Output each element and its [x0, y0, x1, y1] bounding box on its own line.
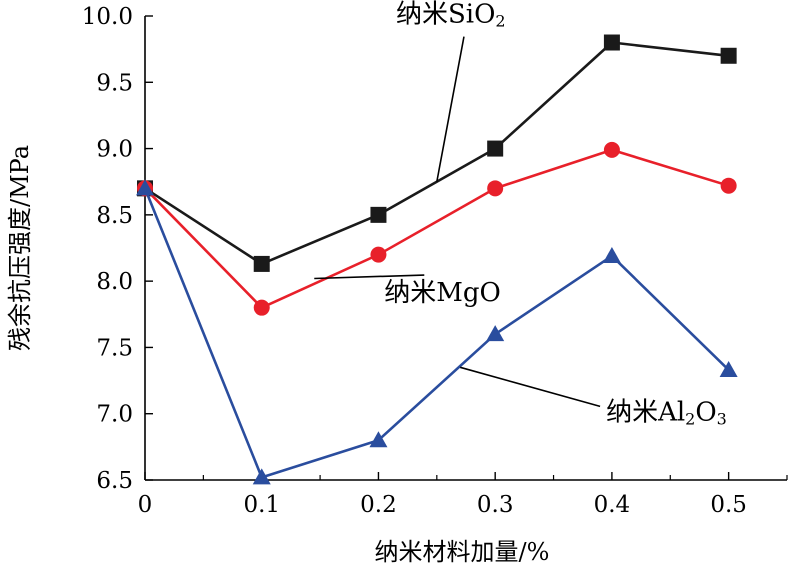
data-point-triangle [719, 360, 738, 377]
y-tick-label: 9.0 [96, 137, 133, 163]
data-point-square [487, 140, 504, 157]
data-point-square [370, 206, 387, 223]
series-layer [136, 34, 738, 485]
y-tick-label: 6.5 [96, 468, 133, 494]
series-1 [137, 141, 737, 316]
x-tick-label: 0.2 [360, 492, 397, 518]
y-axis-title: 残余抗压强度/MPa [6, 145, 34, 351]
y-tick-label: 8.0 [96, 269, 133, 295]
x-tick-label: 0.3 [477, 492, 514, 518]
series-2 [136, 179, 738, 485]
data-point-circle [253, 299, 270, 316]
y-tick-label: 10.0 [82, 4, 133, 30]
leader-line [314, 274, 425, 280]
series-label-subscript: 2 [685, 409, 695, 428]
data-point-triangle [252, 468, 271, 485]
data-point-circle [370, 246, 387, 263]
y-tick-label: 9.5 [96, 70, 133, 96]
data-point-circle [720, 177, 737, 194]
series-label-0: 纳米SiO2 [396, 0, 506, 31]
axes: 6.5 7.0 7.5 8.0 8.5 9.0 9.5 10.0 0 0.1 0.2 0.3 0.4 0.… [82, 4, 788, 518]
leader-line [459, 366, 601, 408]
x-tick-label: 0 [138, 492, 153, 518]
data-point-triangle [486, 325, 505, 342]
data-point-triangle [369, 431, 388, 448]
leader-line [436, 36, 465, 182]
x-tick-label: 0.1 [243, 492, 280, 518]
y-tick-label: 7.5 [96, 335, 133, 361]
data-point-square [720, 47, 737, 64]
series-label-main: 纳米Al [606, 397, 685, 427]
data-point-square [253, 255, 270, 272]
data-point-triangle [602, 246, 621, 263]
series-line [144, 148, 730, 309]
series-label-main: 纳米SiO [396, 0, 495, 30]
series-0 [137, 34, 737, 272]
y-tick-label: 8.5 [96, 203, 133, 229]
series-label-suffix: O [695, 397, 716, 427]
data-point-triangle [136, 179, 154, 196]
y-tick-label: 7.0 [96, 402, 133, 428]
series-label-main: 纳米MgO [384, 278, 501, 308]
series-label-subscript: 2 [495, 12, 505, 31]
data-point-circle [487, 180, 504, 197]
data-point-square [603, 34, 620, 51]
series-label-1: 纳米MgO [384, 278, 501, 308]
series-label-subscript: 3 [717, 409, 727, 428]
data-point-circle [603, 141, 620, 158]
series-line [144, 41, 729, 266]
series-label-2: 纳米Al2O3 [606, 397, 727, 428]
series-line [143, 187, 730, 479]
x-tick-label: 0.5 [710, 492, 747, 518]
x-tick-label: 0.4 [594, 492, 631, 518]
x-axis-title: 纳米材料加量/% [375, 538, 550, 566]
